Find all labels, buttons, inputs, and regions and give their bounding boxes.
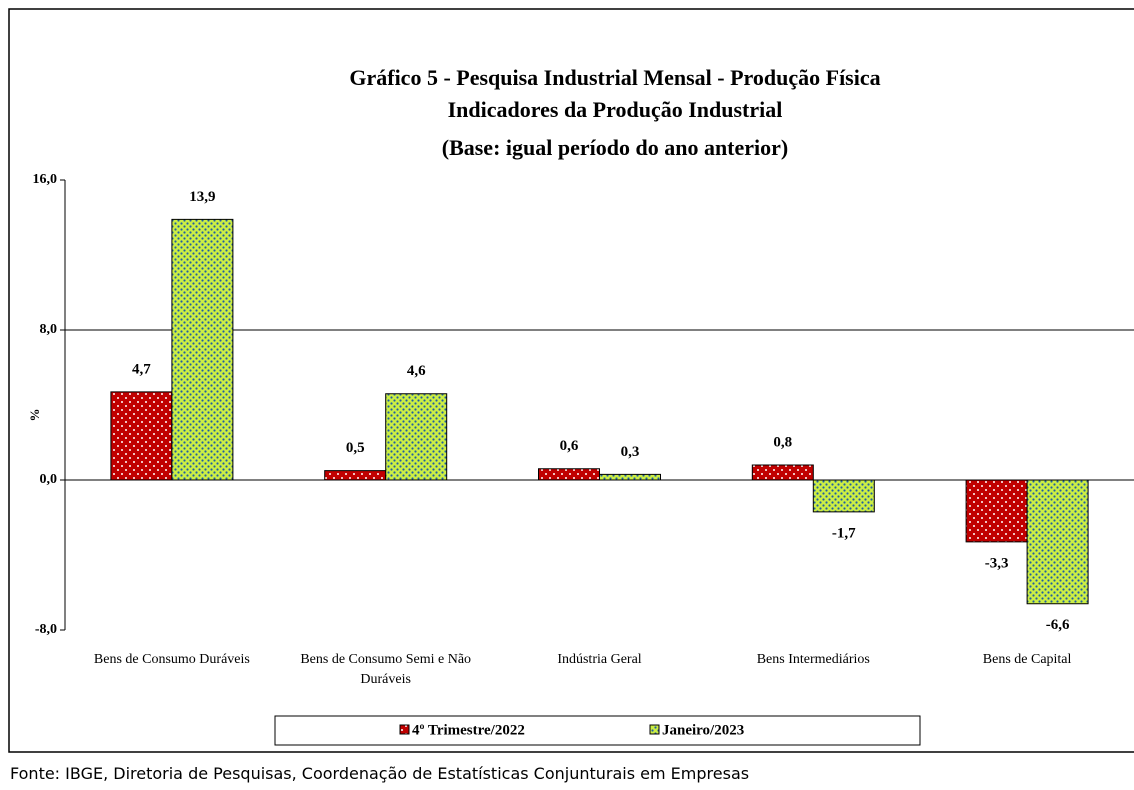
data-label: 0,8	[773, 434, 792, 450]
chart-subtitle: (Base: igual período do ano anterior)	[442, 135, 789, 160]
x-tick-label: Bens Intermediários	[756, 652, 870, 667]
bar	[171, 218, 234, 481]
y-tick-label: 0,0	[40, 472, 58, 487]
y-tick-label: -8,0	[35, 622, 57, 637]
legend-swatch	[399, 724, 410, 735]
x-tick-label: Indústria Geral	[557, 652, 642, 667]
data-label: 0,6	[560, 438, 579, 454]
data-label: 0,3	[621, 444, 640, 460]
legend-label: 4º Trimestre/2022	[412, 722, 525, 738]
bar	[110, 391, 173, 481]
data-label: -3,3	[985, 555, 1009, 571]
legend-label: Janeiro/2023	[662, 722, 744, 738]
bar	[751, 464, 814, 481]
data-label: -6,6	[1046, 617, 1070, 633]
data-label: 4,6	[407, 363, 426, 379]
x-tick-label: Bens de Capital	[982, 652, 1072, 667]
bar	[538, 468, 600, 481]
bar	[812, 479, 875, 513]
y-tick-label: 16,0	[33, 172, 58, 187]
bar	[599, 473, 661, 481]
data-label: 0,5	[346, 440, 365, 456]
chart-border	[8, 8, 1134, 753]
chart-title: Gráfico 5 - Pesquisa Industrial Mensal -…	[349, 65, 880, 90]
bar	[324, 470, 387, 481]
data-label: -1,7	[832, 525, 856, 541]
legend-box	[274, 715, 921, 746]
source-note: Fonte: IBGE, Diretoria de Pesquisas, Coo…	[10, 764, 750, 783]
bar	[385, 393, 448, 481]
x-tick-label: Bens de Consumo Duráveis	[93, 652, 250, 667]
data-label: 4,7	[132, 361, 151, 377]
y-tick-label: 8,0	[40, 322, 58, 337]
data-label: 13,9	[189, 189, 215, 205]
chart-subtitle: Indicadores da Produção Industrial	[448, 97, 783, 122]
y-axis-label: %	[27, 409, 42, 422]
legend-swatch	[649, 724, 660, 735]
x-tick-label: Bens de Consumo Semi e Não Duráveis	[300, 652, 472, 687]
bar	[1026, 479, 1089, 605]
bar	[965, 479, 1028, 543]
